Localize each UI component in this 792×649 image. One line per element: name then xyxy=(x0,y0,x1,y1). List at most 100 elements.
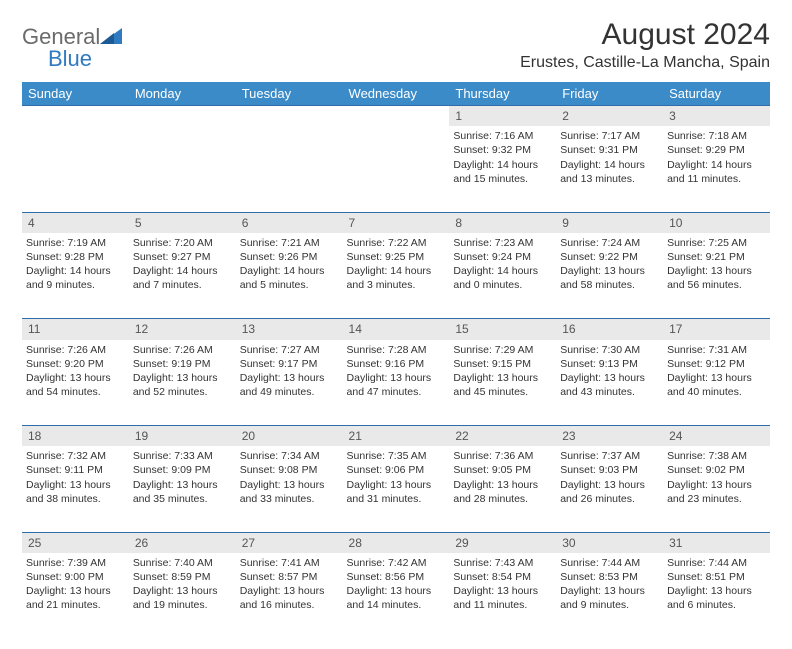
day-details: Sunrise: 7:27 AMSunset: 9:17 PMDaylight:… xyxy=(240,343,339,400)
day-cell: Sunrise: 7:17 AMSunset: 9:31 PMDaylight:… xyxy=(556,126,663,212)
day-number-row: 25262728293031 xyxy=(22,532,770,553)
day-details: Sunrise: 7:40 AMSunset: 8:59 PMDaylight:… xyxy=(133,556,232,613)
day-details: Sunrise: 7:39 AMSunset: 9:00 PMDaylight:… xyxy=(26,556,125,613)
brand-word2: Blue xyxy=(48,46,126,72)
day-number-cell: 19 xyxy=(129,426,236,447)
day-details: Sunrise: 7:20 AMSunset: 9:27 PMDaylight:… xyxy=(133,236,232,293)
day-details: Sunrise: 7:28 AMSunset: 9:16 PMDaylight:… xyxy=(347,343,446,400)
day-cell xyxy=(129,126,236,212)
day-number-cell: 11 xyxy=(22,319,129,340)
day-number-cell: 25 xyxy=(22,532,129,553)
calendar-table: Sunday Monday Tuesday Wednesday Thursday… xyxy=(22,82,770,639)
day-cell: Sunrise: 7:36 AMSunset: 9:05 PMDaylight:… xyxy=(449,446,556,532)
day-number-cell: 31 xyxy=(663,532,770,553)
day-cell: Sunrise: 7:44 AMSunset: 8:51 PMDaylight:… xyxy=(663,553,770,639)
day-cell: Sunrise: 7:22 AMSunset: 9:25 PMDaylight:… xyxy=(343,233,450,319)
day-details: Sunrise: 7:43 AMSunset: 8:54 PMDaylight:… xyxy=(453,556,552,613)
month-title: August 2024 xyxy=(520,18,770,52)
day-details: Sunrise: 7:29 AMSunset: 9:15 PMDaylight:… xyxy=(453,343,552,400)
day-number-cell: 4 xyxy=(22,212,129,233)
day-number-cell: 28 xyxy=(343,532,450,553)
day-details: Sunrise: 7:36 AMSunset: 9:05 PMDaylight:… xyxy=(453,449,552,506)
day-details: Sunrise: 7:26 AMSunset: 9:20 PMDaylight:… xyxy=(26,343,125,400)
day-number-cell: 3 xyxy=(663,106,770,127)
day-cell: Sunrise: 7:32 AMSunset: 9:11 PMDaylight:… xyxy=(22,446,129,532)
day-cell: Sunrise: 7:19 AMSunset: 9:28 PMDaylight:… xyxy=(22,233,129,319)
day-number-cell: 12 xyxy=(129,319,236,340)
day-details: Sunrise: 7:44 AMSunset: 8:51 PMDaylight:… xyxy=(667,556,766,613)
weekday-header: Saturday xyxy=(663,82,770,106)
day-number-cell: 8 xyxy=(449,212,556,233)
day-number-cell: 9 xyxy=(556,212,663,233)
day-cell: Sunrise: 7:25 AMSunset: 9:21 PMDaylight:… xyxy=(663,233,770,319)
day-number-cell: 16 xyxy=(556,319,663,340)
day-number-cell: 18 xyxy=(22,426,129,447)
brand-triangle-icon xyxy=(100,26,126,48)
day-number-cell: 23 xyxy=(556,426,663,447)
day-number-cell: 21 xyxy=(343,426,450,447)
day-number-cell: 29 xyxy=(449,532,556,553)
day-cell: Sunrise: 7:24 AMSunset: 9:22 PMDaylight:… xyxy=(556,233,663,319)
day-number-row: 11121314151617 xyxy=(22,319,770,340)
day-content-row: Sunrise: 7:16 AMSunset: 9:32 PMDaylight:… xyxy=(22,126,770,212)
day-number-cell: 20 xyxy=(236,426,343,447)
day-number-cell: 27 xyxy=(236,532,343,553)
day-details: Sunrise: 7:26 AMSunset: 9:19 PMDaylight:… xyxy=(133,343,232,400)
weekday-header: Thursday xyxy=(449,82,556,106)
day-cell xyxy=(22,126,129,212)
day-number-cell: 17 xyxy=(663,319,770,340)
day-number-cell: 22 xyxy=(449,426,556,447)
day-cell: Sunrise: 7:41 AMSunset: 8:57 PMDaylight:… xyxy=(236,553,343,639)
weekday-header: Tuesday xyxy=(236,82,343,106)
day-cell: Sunrise: 7:21 AMSunset: 9:26 PMDaylight:… xyxy=(236,233,343,319)
day-details: Sunrise: 7:24 AMSunset: 9:22 PMDaylight:… xyxy=(560,236,659,293)
day-number-cell: 6 xyxy=(236,212,343,233)
day-number-cell: 15 xyxy=(449,319,556,340)
header: General Blue August 2024 Erustes, Castil… xyxy=(22,18,770,72)
day-number-cell: 26 xyxy=(129,532,236,553)
day-details: Sunrise: 7:37 AMSunset: 9:03 PMDaylight:… xyxy=(560,449,659,506)
day-cell: Sunrise: 7:18 AMSunset: 9:29 PMDaylight:… xyxy=(663,126,770,212)
day-number-cell xyxy=(22,106,129,127)
day-number-cell xyxy=(236,106,343,127)
day-cell xyxy=(236,126,343,212)
day-details: Sunrise: 7:22 AMSunset: 9:25 PMDaylight:… xyxy=(347,236,446,293)
day-cell: Sunrise: 7:26 AMSunset: 9:19 PMDaylight:… xyxy=(129,340,236,426)
day-details: Sunrise: 7:42 AMSunset: 8:56 PMDaylight:… xyxy=(347,556,446,613)
day-details: Sunrise: 7:38 AMSunset: 9:02 PMDaylight:… xyxy=(667,449,766,506)
day-cell: Sunrise: 7:23 AMSunset: 9:24 PMDaylight:… xyxy=(449,233,556,319)
day-details: Sunrise: 7:21 AMSunset: 9:26 PMDaylight:… xyxy=(240,236,339,293)
weekday-header: Monday xyxy=(129,82,236,106)
day-cell: Sunrise: 7:16 AMSunset: 9:32 PMDaylight:… xyxy=(449,126,556,212)
weekday-header: Sunday xyxy=(22,82,129,106)
day-number-cell: 2 xyxy=(556,106,663,127)
day-details: Sunrise: 7:17 AMSunset: 9:31 PMDaylight:… xyxy=(560,129,659,186)
day-details: Sunrise: 7:19 AMSunset: 9:28 PMDaylight:… xyxy=(26,236,125,293)
day-cell: Sunrise: 7:29 AMSunset: 9:15 PMDaylight:… xyxy=(449,340,556,426)
day-number-cell: 10 xyxy=(663,212,770,233)
day-number-cell: 14 xyxy=(343,319,450,340)
day-cell: Sunrise: 7:43 AMSunset: 8:54 PMDaylight:… xyxy=(449,553,556,639)
day-details: Sunrise: 7:23 AMSunset: 9:24 PMDaylight:… xyxy=(453,236,552,293)
day-cell: Sunrise: 7:33 AMSunset: 9:09 PMDaylight:… xyxy=(129,446,236,532)
day-details: Sunrise: 7:25 AMSunset: 9:21 PMDaylight:… xyxy=(667,236,766,293)
brand-logo: General Blue xyxy=(22,18,126,72)
location-subtitle: Erustes, Castille-La Mancha, Spain xyxy=(520,54,770,72)
day-details: Sunrise: 7:31 AMSunset: 9:12 PMDaylight:… xyxy=(667,343,766,400)
day-details: Sunrise: 7:35 AMSunset: 9:06 PMDaylight:… xyxy=(347,449,446,506)
day-details: Sunrise: 7:44 AMSunset: 8:53 PMDaylight:… xyxy=(560,556,659,613)
day-cell: Sunrise: 7:20 AMSunset: 9:27 PMDaylight:… xyxy=(129,233,236,319)
weekday-header: Wednesday xyxy=(343,82,450,106)
day-content-row: Sunrise: 7:26 AMSunset: 9:20 PMDaylight:… xyxy=(22,340,770,426)
day-number-cell: 1 xyxy=(449,106,556,127)
day-number-row: 123 xyxy=(22,106,770,127)
day-number-cell: 13 xyxy=(236,319,343,340)
day-content-row: Sunrise: 7:19 AMSunset: 9:28 PMDaylight:… xyxy=(22,233,770,319)
day-cell: Sunrise: 7:38 AMSunset: 9:02 PMDaylight:… xyxy=(663,446,770,532)
day-cell: Sunrise: 7:27 AMSunset: 9:17 PMDaylight:… xyxy=(236,340,343,426)
day-cell xyxy=(343,126,450,212)
day-cell: Sunrise: 7:37 AMSunset: 9:03 PMDaylight:… xyxy=(556,446,663,532)
weekday-header: Friday xyxy=(556,82,663,106)
day-number-row: 18192021222324 xyxy=(22,426,770,447)
day-details: Sunrise: 7:32 AMSunset: 9:11 PMDaylight:… xyxy=(26,449,125,506)
